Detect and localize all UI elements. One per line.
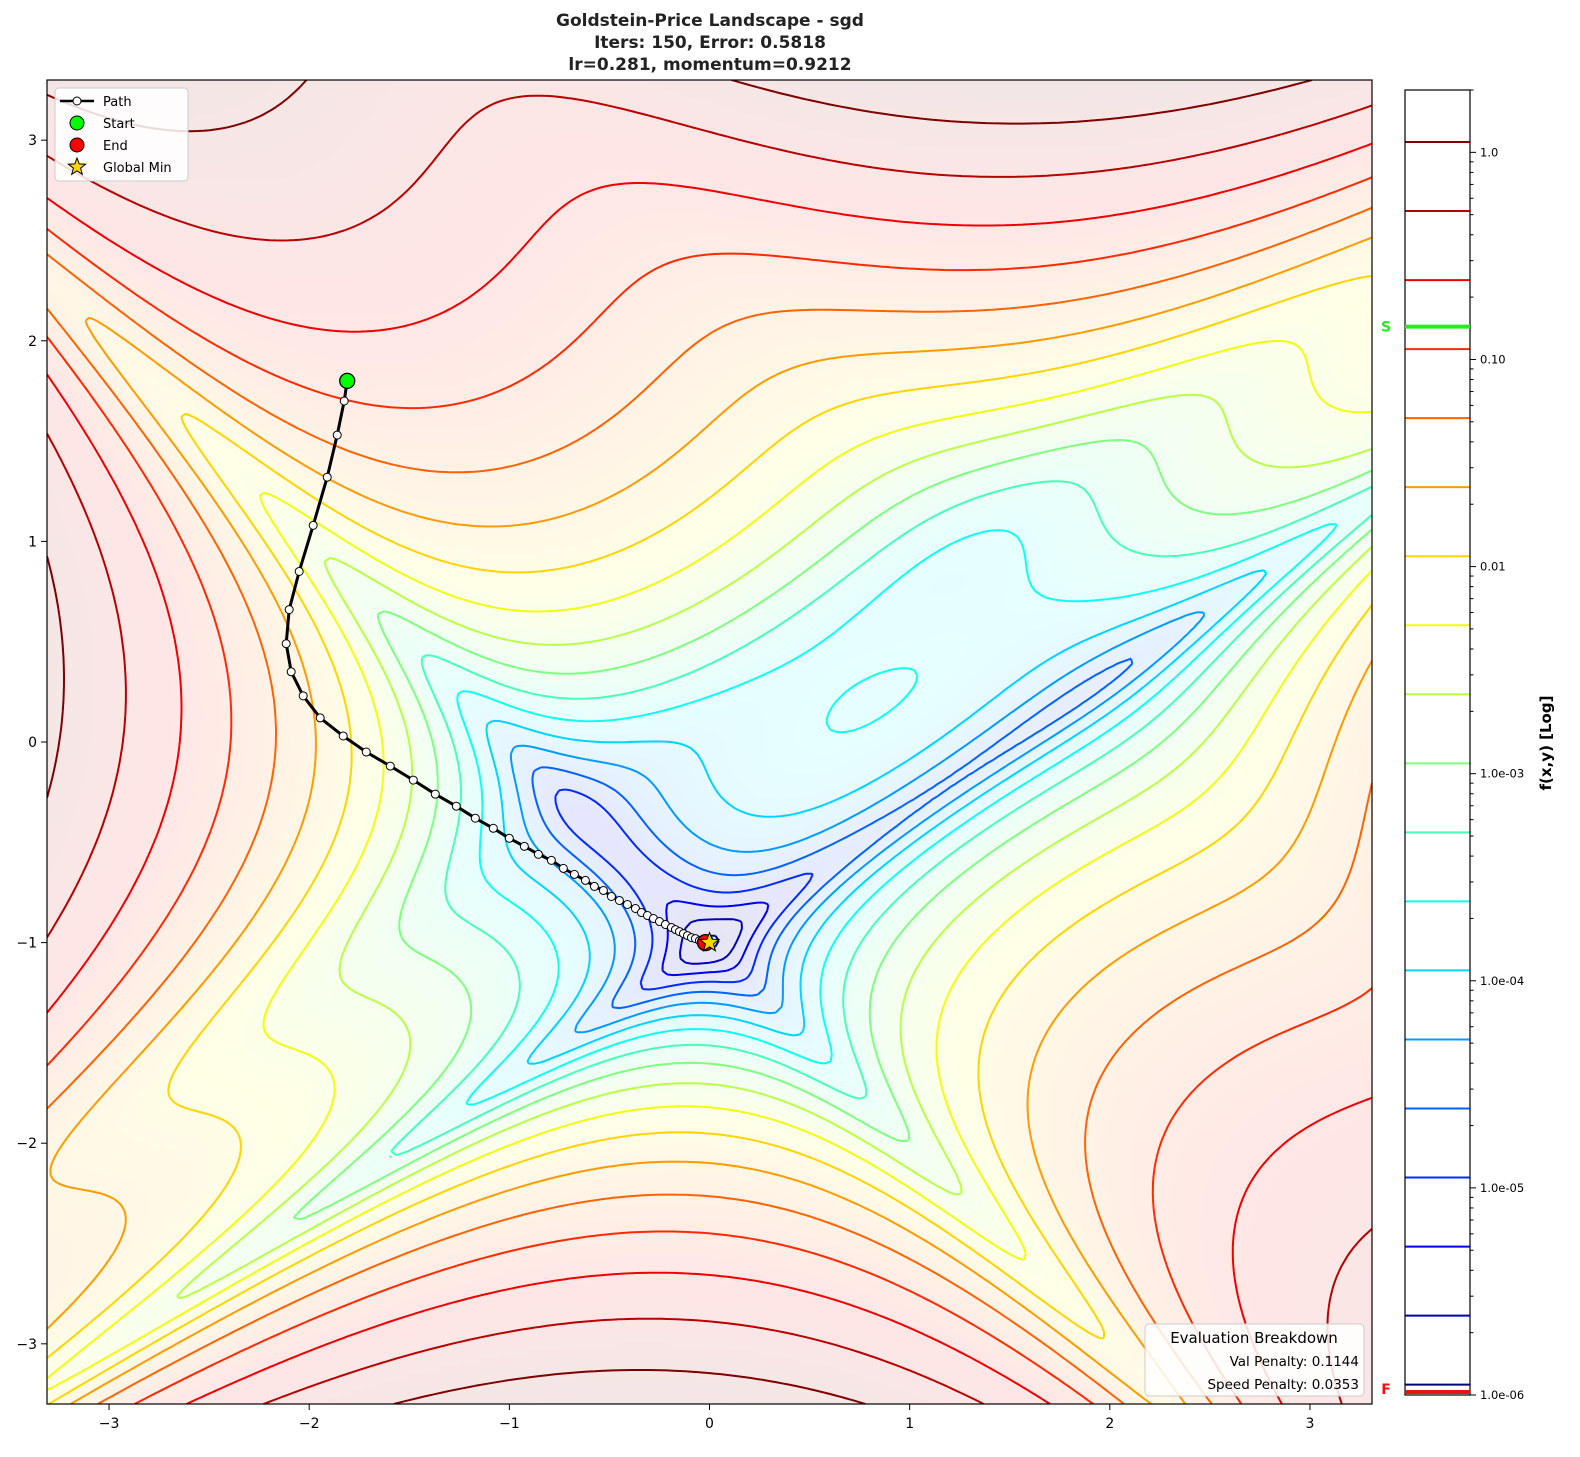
colorbar-tick-label: 1.0e-04 xyxy=(1480,974,1524,988)
contour-level-8 xyxy=(388,480,1372,1159)
y-tick-label: 3 xyxy=(28,133,37,149)
legend-start-label: Start xyxy=(103,117,135,132)
path-point xyxy=(488,823,498,833)
path-point xyxy=(385,761,395,771)
contour-level-7 xyxy=(456,523,1338,1106)
path-point xyxy=(569,869,579,879)
path-point xyxy=(332,430,342,440)
path-point xyxy=(315,713,325,723)
colorbar-tick-label: 1.0e-03 xyxy=(1480,767,1524,781)
colorbar-tick-label: 0.10 xyxy=(1480,352,1506,366)
path-point xyxy=(622,899,632,909)
optimizer-path xyxy=(281,372,721,952)
contour-level-14 xyxy=(47,206,1372,1404)
x-tick-label: −2 xyxy=(299,1416,320,1432)
path-point xyxy=(451,801,461,811)
contour-level-13 xyxy=(47,236,1372,1404)
contour-lines xyxy=(47,80,1372,1404)
legend-star-marker xyxy=(67,156,87,176)
colorbar-start-label: S xyxy=(1381,320,1391,336)
path-point xyxy=(322,472,332,482)
path-point xyxy=(338,731,348,741)
x-tick-label: 2 xyxy=(1105,1416,1114,1432)
path-point xyxy=(558,863,568,873)
contour-level-9 xyxy=(292,439,1372,1221)
colorbar-label: f(x,y) [Log] xyxy=(1537,696,1555,791)
path-point xyxy=(339,396,349,406)
colorbar-end-label: F xyxy=(1381,1382,1391,1398)
x-tick-label: 3 xyxy=(1305,1416,1314,1432)
y-tick-label: −1 xyxy=(16,936,37,952)
contour-level-12 xyxy=(47,275,1372,1404)
path-point xyxy=(308,520,318,530)
evaluation-box: Evaluation Breakdown Val Penalty: 0.1144… xyxy=(1144,1323,1365,1397)
evaluation-title: Evaluation Breakdown xyxy=(1170,1329,1338,1347)
x-tick-label: −3 xyxy=(99,1416,120,1432)
title-line-3: lr=0.281, momentum=0.9212 xyxy=(568,55,851,75)
start-marker xyxy=(339,372,356,390)
path-point xyxy=(504,833,514,843)
path-point xyxy=(470,813,480,823)
contour-level-6 xyxy=(485,569,1268,1065)
path-point xyxy=(614,895,624,905)
contour-level-18 xyxy=(47,80,1313,1404)
legend-globalmin-label: Global Min xyxy=(103,161,172,176)
path-point xyxy=(519,841,529,851)
x-tick-label: −1 xyxy=(499,1416,520,1432)
contour-level-17 xyxy=(47,94,1372,1404)
legend-path-marker xyxy=(72,96,82,106)
legend-end-marker xyxy=(69,137,85,153)
path-point xyxy=(284,605,294,615)
legend-path-label: Path xyxy=(103,95,132,110)
path-point xyxy=(361,747,371,757)
title-line-2: Iters: 150, Error: 0.5818 xyxy=(594,33,826,53)
path-point xyxy=(546,855,556,865)
contour-level-10 xyxy=(176,393,1372,1300)
contour-level-2 xyxy=(661,900,770,977)
path-point xyxy=(408,775,418,785)
colorbar-tick-label: 0.01 xyxy=(1480,560,1506,574)
path-point xyxy=(598,885,608,895)
contour-level-11 xyxy=(47,340,1372,1391)
contour-level-4 xyxy=(531,657,1134,1010)
y-tick-label: 1 xyxy=(28,534,37,550)
path-point xyxy=(606,891,616,901)
x-tick-label: 1 xyxy=(905,1416,914,1432)
axes: −3 −2 −1 0 1 2 3 −3 −2 −1 0 1 2 3 xyxy=(16,133,1314,1432)
path-point xyxy=(294,566,304,576)
global-min-star xyxy=(698,931,721,952)
y-tick-label: 0 xyxy=(28,735,37,751)
contour-level-5 xyxy=(509,611,1206,1034)
path-point xyxy=(298,691,308,701)
title-line-1: Goldstein-Price Landscape - sgd xyxy=(556,11,864,31)
y-tick-label: −3 xyxy=(16,1337,37,1353)
val-penalty: Val Penalty: 0.1144 xyxy=(1230,1354,1359,1370)
colorbar: f(x,y) [Log] S F 1.0 0.10 0.01 1.0e-03 1.0e-… xyxy=(1381,89,1555,1402)
path-point xyxy=(580,875,590,885)
x-tick-label: 0 xyxy=(705,1416,714,1432)
landscape-background xyxy=(47,80,1372,1404)
colorbar-tick-label: 1.0 xyxy=(1480,145,1498,159)
legend-end-label: End xyxy=(103,139,128,154)
path-point xyxy=(533,849,543,859)
path-point xyxy=(281,639,291,649)
y-tick-label: −2 xyxy=(16,1136,37,1152)
path-point xyxy=(430,789,440,799)
contour-level-16 xyxy=(47,142,1372,1404)
contour-level-3 xyxy=(554,788,814,991)
legend-start-marker xyxy=(69,115,85,131)
colorbar-tick-label: 1.0e-06 xyxy=(1480,1388,1524,1402)
y-tick-label: 2 xyxy=(28,334,37,350)
colorbar-tick-label: 1.0e-05 xyxy=(1480,1181,1524,1195)
path-point xyxy=(286,667,296,677)
speed-penalty: Speed Penalty: 0.0353 xyxy=(1207,1377,1359,1393)
contour-level-15 xyxy=(47,176,1372,1404)
path-point xyxy=(589,881,599,891)
legend: Path Start End Global Min xyxy=(54,87,189,182)
